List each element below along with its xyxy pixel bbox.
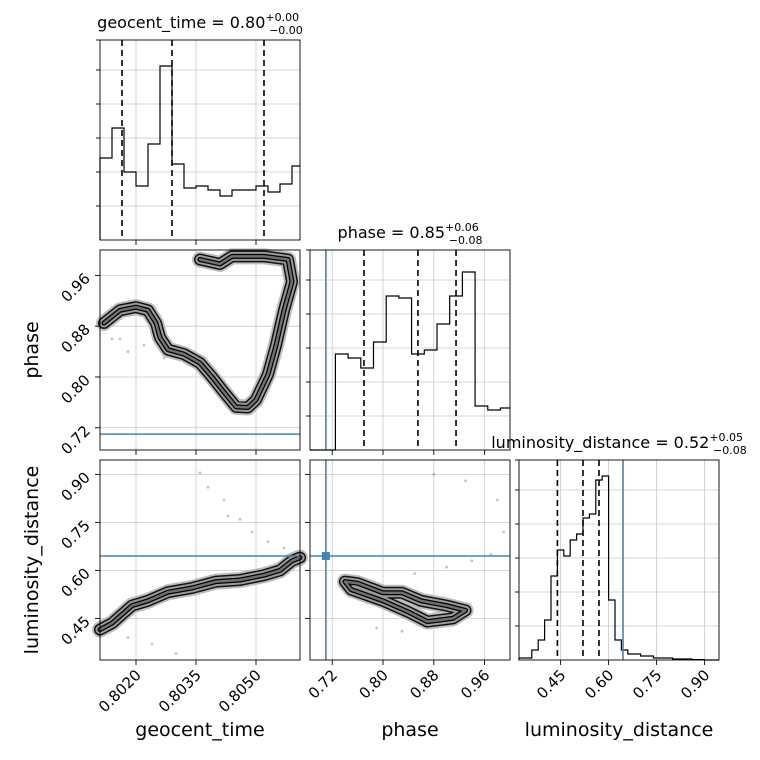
phase-vs-luminosity_distance-contour-background: [310, 460, 510, 660]
luminosity_distance-histogram-title: luminosity_distance = 0.52+0.05 −0.08: [491, 431, 747, 457]
phase-vs-luminosity_distance-contour-xtick-label-1: 0.80: [355, 666, 391, 702]
luminosity-distance-xtick-label-3: 0.90: [677, 666, 713, 702]
luminosity-distance-xtick-label-2: 0.75: [629, 666, 665, 702]
geocent_time-vs-luminosity_distance-contour-xtick-label-1: 0.8035: [155, 666, 205, 716]
phase-histogram-panel: phase = 0.85+0.06 −0.08: [306, 221, 511, 455]
geocent_time-vs-luminosity_distance-contour-scatter-point-0: [198, 471, 202, 475]
luminosity_distance-histogram-border: [518, 459, 720, 661]
phase-vs-luminosity_distance-contour-contour-core: [343, 580, 467, 623]
geocent_time-vs-phase-contour-ytick-label-1: 0.80: [57, 371, 93, 407]
geocent_time-vs-luminosity_distance-contour-scatter-point-1: [206, 485, 210, 489]
phase-vs-luminosity_distance-contour-truth-point: [321, 552, 330, 560]
geocent_time-vs-luminosity_distance-contour-scatter-point-2: [222, 498, 226, 502]
phase-vs-luminosity_distance-contour-scatter-point-9: [495, 498, 499, 502]
phase-vs-luminosity_distance-contour-xtick-label-0: 0.72: [305, 666, 341, 702]
geocent_time-vs-luminosity_distance-contour-scatter-point-12: [174, 652, 178, 655]
geocent_time-vs-luminosity_distance-contour-border: [99, 459, 301, 661]
luminosity_distance-histogram-panel: luminosity_distance = 0.52+0.05 −0.08: [491, 431, 747, 665]
geocent_time-histogram-title-sup: +0.00: [265, 11, 299, 24]
luminosity_distance-histogram-title-main: luminosity_distance = 0.52: [491, 433, 709, 453]
geocent_time-vs-luminosity_distance-contour-ylabel: luminosity_distance: [21, 466, 43, 655]
luminosity-distance-xlabel: luminosity_distance: [525, 719, 714, 741]
phase-vs-luminosity_distance-contour-border: [309, 459, 511, 661]
geocent_time-vs-luminosity_distance-contour-scatter-point-4: [238, 517, 242, 521]
geocent_time-histogram-panel: geocent_time = 0.80+0.00 −0.00: [96, 11, 303, 245]
geocent_time-vs-luminosity_distance-contour-xtick-label-0: 0.8020: [95, 666, 145, 716]
geocent_time-histogram-border: [99, 39, 301, 241]
luminosity-distance-xtick-label-1: 0.60: [581, 666, 617, 702]
luminosity_distance-histogram-title-sup: +0.05: [709, 431, 743, 444]
phase-vs-luminosity_distance-contour-panel: 0.72 0.80 0.88 0.96 phase: [305, 459, 511, 741]
geocent_time-vs-luminosity_distance-contour-contour-core: [98, 556, 302, 631]
phase-vs-luminosity_distance-contour-scatter-point-0: [375, 626, 379, 630]
geocent_time-vs-luminosity_distance-contour-scatter-point-11: [150, 642, 154, 646]
phase-vs-luminosity_distance-contour-xlabel: phase: [381, 719, 438, 741]
geocent_time-vs-luminosity_distance-contour-xlabel: geocent_time: [135, 719, 264, 741]
phase-histogram-title-sup: +0.06: [445, 221, 479, 234]
geocent_time-vs-phase-contour-ytick-label-2: 0.88: [57, 320, 93, 356]
luminosity_distance-histogram-background: [519, 460, 719, 660]
geocent_time-vs-phase-contour-contour-core: [102, 255, 294, 409]
geocent_time-vs-phase-contour-scatter-point-3: [162, 356, 166, 360]
geocent_time-vs-phase-contour-ytick-label-0: 0.72: [57, 422, 93, 458]
geocent_time-vs-luminosity_distance-contour-ytick-label-2: 0.75: [57, 517, 93, 553]
luminosity-distance-axis: 0.45 0.60 0.75 0.90 luminosity_distance: [525, 666, 714, 741]
geocent_time-vs-luminosity_distance-contour-panel: 0.8020 0.8035 0.8050 0.45 0.60 0.75 0.90 geocen…: [21, 459, 308, 741]
geocent_time-vs-phase-contour-ylabel: phase: [21, 321, 43, 378]
geocent_time-vs-phase-contour-scatter-point-1: [126, 350, 130, 353]
geocent_time-vs-phase-contour-border: [99, 249, 301, 451]
geocent_time-vs-luminosity_distance-contour-ytick-label-1: 0.60: [57, 565, 93, 601]
geocent_time-histogram-step-line: [99, 65, 300, 240]
luminosity_distance-histogram-title-sub: −0.08: [713, 444, 747, 457]
luminosity_distance-histogram-step-line: [518, 475, 719, 661]
geocent_time-histogram-title-sub: −0.00: [269, 24, 303, 37]
geocent_time-histogram-background: [100, 40, 300, 240]
geocent_time-vs-luminosity_distance-contour-scatter-point-10: [126, 636, 130, 639]
phase-vs-luminosity_distance-contour-scatter-point-11: [432, 473, 436, 476]
phase-histogram-title-main: phase = 0.85: [338, 223, 445, 242]
geocent_time-vs-phase-contour-panel: 0.72 0.80 0.88 0.96 phase: [21, 248, 301, 458]
phase-histogram-background: [310, 250, 510, 450]
phase-vs-luminosity_distance-contour-scatter-point-4: [413, 572, 417, 575]
phase-histogram-title: phase = 0.85+0.06 −0.08: [338, 221, 483, 247]
phase-vs-luminosity_distance-contour-scatter-point-1: [400, 629, 404, 633]
luminosity-distance-xtick-label-0: 0.45: [533, 666, 569, 702]
geocent_time-vs-luminosity_distance-contour-xtick-label-2: 0.8050: [215, 666, 265, 716]
geocent_time-vs-phase-contour-scatter-point-15: [110, 337, 114, 341]
geocent_time-vs-phase-contour-ytick-label-3: 0.96: [57, 269, 93, 305]
phase-vs-luminosity_distance-contour-scatter-point-10: [464, 479, 467, 483]
geocent_time-histogram-title: geocent_time = 0.80+0.00 −0.00: [97, 11, 303, 37]
phase-vs-luminosity_distance-contour-scatter-point-8: [502, 530, 506, 534]
geocent_time-vs-luminosity_distance-contour-scatter-point-6: [266, 540, 270, 543]
geocent_time-vs-luminosity_distance-contour-scatter-point-5: [250, 530, 254, 534]
geocent_time-vs-luminosity_distance-contour-background: [100, 460, 300, 660]
geocent_time-vs-phase-contour-scatter-point-0: [118, 337, 122, 341]
phase-vs-luminosity_distance-contour-xtick-label-3: 0.96: [457, 666, 493, 702]
geocent_time-histogram-title-main: geocent_time = 0.80: [97, 13, 265, 33]
phase-histogram-title-sub: −0.08: [449, 234, 483, 247]
phase-vs-luminosity_distance-contour-xtick-label-2: 0.88: [406, 666, 442, 702]
phase-vs-luminosity_distance-contour-scatter-point-5: [445, 565, 448, 569]
geocent_time-vs-luminosity_distance-contour-scatter-point-7: [282, 546, 286, 550]
geocent_time-vs-luminosity_distance-contour-ytick-label-0: 0.45: [57, 613, 93, 649]
phase-vs-luminosity_distance-contour-scatter-point-6: [470, 559, 474, 563]
geocent_time-vs-luminosity_distance-contour-scatter-point-3: [226, 514, 230, 518]
geocent_time-vs-luminosity_distance-contour-ytick-label-3: 0.90: [57, 469, 93, 505]
geocent_time-vs-phase-contour-scatter-point-2: [142, 343, 146, 347]
phase-vs-luminosity_distance-contour-scatter-point-7: [489, 553, 493, 556]
phase-histogram-border: [309, 249, 511, 451]
phase-histogram-step-line: [310, 271, 510, 451]
